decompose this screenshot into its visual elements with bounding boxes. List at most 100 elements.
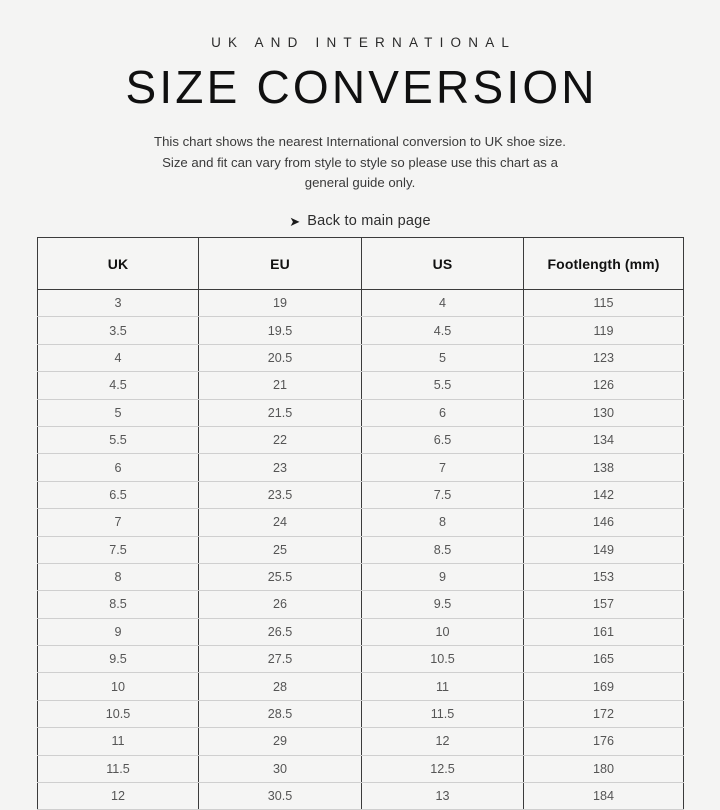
cell-footlength: 169 bbox=[523, 672, 684, 701]
cell-eu: 29 bbox=[198, 727, 362, 756]
table-body: 3 19 4 115 3.5 19.5 4.5 119 4 20.5 5 123 4.5 21 5.5 126… bbox=[37, 289, 684, 810]
cell-footlength: 115 bbox=[523, 289, 684, 318]
cell-us: 12 bbox=[361, 727, 524, 756]
size-conversion-table: UK EU US Footlength (mm) 3 19 4 115 3.5 19.5 4… bbox=[37, 237, 684, 810]
cell-us: 4 bbox=[361, 289, 524, 318]
table-row: 11 29 12 176 bbox=[37, 727, 684, 756]
back-to-main-page-link[interactable]: ➤ Back to main page bbox=[289, 213, 430, 229]
table-row: 6 23 7 138 bbox=[37, 453, 684, 482]
cell-eu: 23 bbox=[198, 453, 362, 482]
cell-footlength: 165 bbox=[523, 645, 684, 674]
cell-eu: 26 bbox=[198, 590, 362, 619]
description-line: This chart shows the nearest Internation… bbox=[154, 134, 566, 150]
cell-uk: 5.5 bbox=[37, 426, 199, 455]
cell-us: 9.5 bbox=[361, 590, 524, 619]
table-header-row: UK EU US Footlength (mm) bbox=[37, 237, 684, 290]
cell-footlength: 138 bbox=[523, 453, 684, 482]
cell-eu: 26.5 bbox=[198, 618, 362, 647]
table-row: 11.5 30 12.5 180 bbox=[37, 755, 684, 784]
cell-uk: 4 bbox=[37, 344, 199, 373]
table-row: 10.5 28.5 11.5 172 bbox=[37, 700, 684, 729]
cell-eu: 21.5 bbox=[198, 399, 362, 427]
cell-uk: 7.5 bbox=[37, 536, 199, 564]
cell-uk: 6 bbox=[37, 453, 199, 482]
cell-us: 13 bbox=[361, 782, 524, 810]
cell-us: 7 bbox=[361, 453, 524, 482]
table-row: 7 24 8 146 bbox=[37, 508, 684, 537]
cell-footlength: 119 bbox=[523, 316, 684, 345]
cell-footlength: 123 bbox=[523, 344, 684, 373]
page-header: UK AND INTERNATIONAL SIZE CONVERSION Thi… bbox=[0, 0, 720, 231]
page-description: This chart shows the nearest Internation… bbox=[145, 132, 575, 194]
table-row: 3.5 19.5 4.5 119 bbox=[37, 316, 684, 345]
cell-footlength: 157 bbox=[523, 590, 684, 619]
cell-eu: 19.5 bbox=[198, 316, 362, 345]
cell-eu: 28 bbox=[198, 672, 362, 701]
cell-eu: 30.5 bbox=[198, 782, 362, 810]
cell-uk: 12 bbox=[37, 782, 199, 810]
back-link-label: Back to main page bbox=[307, 213, 431, 230]
cell-footlength: 142 bbox=[523, 481, 684, 510]
description-line: general guide only. bbox=[304, 175, 416, 191]
table-row: 4.5 21 5.5 126 bbox=[37, 371, 684, 400]
table-row: 4 20.5 5 123 bbox=[37, 344, 684, 373]
cell-uk: 11 bbox=[37, 727, 199, 756]
cell-us: 10 bbox=[361, 618, 524, 647]
description-line: Size and fit can vary from style to styl… bbox=[162, 154, 558, 170]
cell-uk: 10 bbox=[37, 672, 199, 701]
arrow-right-triangle-icon: ➤ bbox=[289, 213, 301, 229]
cell-eu: 19 bbox=[198, 289, 362, 318]
cell-uk: 5 bbox=[37, 399, 199, 427]
cell-eu: 23.5 bbox=[198, 481, 362, 510]
cell-footlength: 172 bbox=[523, 700, 684, 729]
cell-uk: 9.5 bbox=[37, 645, 199, 674]
cell-uk: 3 bbox=[37, 289, 199, 318]
cell-uk: 11.5 bbox=[37, 755, 199, 784]
cell-uk: 9 bbox=[37, 618, 199, 647]
cell-eu: 22 bbox=[198, 426, 362, 455]
cell-us: 11 bbox=[361, 672, 524, 701]
cell-eu: 25 bbox=[198, 536, 362, 564]
cell-us: 12.5 bbox=[361, 755, 524, 784]
cell-footlength: 146 bbox=[523, 508, 684, 537]
back-link-container: ➤ Back to main page bbox=[0, 213, 720, 231]
column-header-uk: UK bbox=[37, 237, 199, 290]
cell-us: 6 bbox=[361, 399, 524, 427]
cell-us: 6.5 bbox=[361, 426, 524, 455]
cell-uk: 10.5 bbox=[37, 700, 199, 729]
table-row: 6.5 23.5 7.5 142 bbox=[37, 481, 684, 510]
cell-footlength: 153 bbox=[523, 563, 684, 592]
table-row: 7.5 25 8.5 149 bbox=[37, 536, 684, 564]
cell-uk: 8.5 bbox=[37, 590, 199, 619]
table-row: 9 26.5 10 161 bbox=[37, 618, 684, 647]
cell-us: 8.5 bbox=[361, 536, 524, 564]
table-row: 5 21.5 6 130 bbox=[37, 399, 684, 427]
cell-eu: 27.5 bbox=[198, 645, 362, 674]
cell-footlength: 126 bbox=[523, 371, 684, 400]
table-header: UK EU US Footlength (mm) bbox=[37, 237, 684, 290]
cell-us: 10.5 bbox=[361, 645, 524, 674]
column-header-us: US bbox=[361, 237, 524, 290]
cell-footlength: 161 bbox=[523, 618, 684, 647]
table-row: 9.5 27.5 10.5 165 bbox=[37, 645, 684, 674]
cell-us: 9 bbox=[361, 563, 524, 592]
cell-us: 4.5 bbox=[361, 316, 524, 345]
cell-eu: 28.5 bbox=[198, 700, 362, 729]
table-row: 3 19 4 115 bbox=[37, 289, 684, 318]
table-row: 5.5 22 6.5 134 bbox=[37, 426, 684, 455]
cell-eu: 24 bbox=[198, 508, 362, 537]
cell-footlength: 130 bbox=[523, 399, 684, 427]
cell-us: 8 bbox=[361, 508, 524, 537]
cell-eu: 25.5 bbox=[198, 563, 362, 592]
cell-eu: 30 bbox=[198, 755, 362, 784]
cell-us: 7.5 bbox=[361, 481, 524, 510]
cell-us: 11.5 bbox=[361, 700, 524, 729]
cell-footlength: 184 bbox=[523, 782, 684, 810]
table-row: 12 30.5 13 184 bbox=[37, 782, 684, 810]
page-title: SIZE CONVERSION bbox=[125, 60, 598, 113]
cell-uk: 3.5 bbox=[37, 316, 199, 345]
cell-uk: 8 bbox=[37, 563, 199, 592]
cell-footlength: 134 bbox=[523, 426, 684, 455]
cell-uk: 7 bbox=[37, 508, 199, 537]
